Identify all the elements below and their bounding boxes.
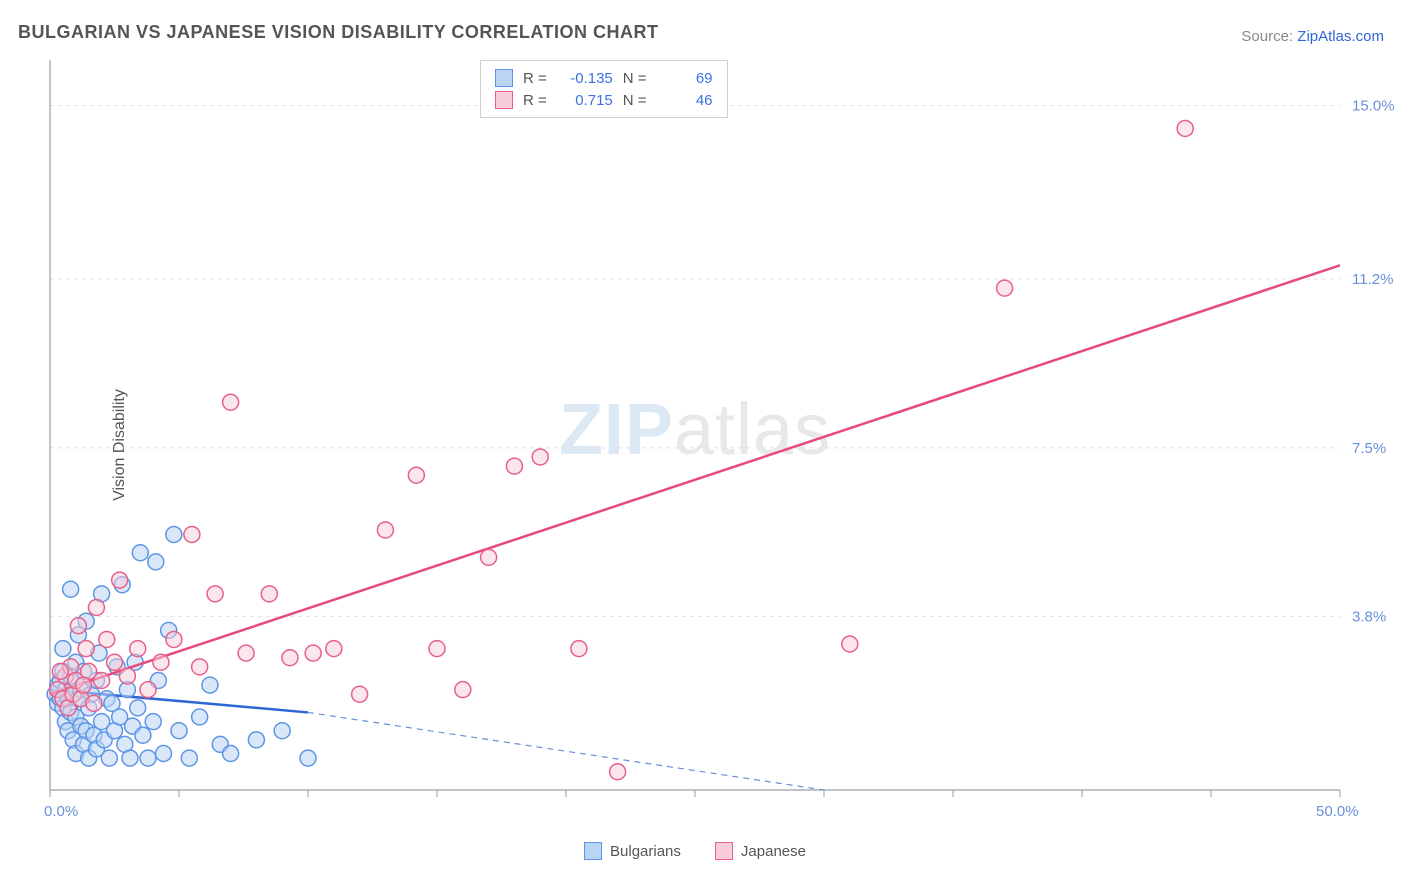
legend-label: Bulgarians bbox=[610, 843, 681, 860]
svg-text:3.8%: 3.8% bbox=[1352, 609, 1386, 626]
r-value-bulgarians: -0.135 bbox=[557, 70, 613, 87]
svg-text:15.0%: 15.0% bbox=[1352, 98, 1395, 115]
legend-item-bulgarians: Bulgarians bbox=[584, 842, 681, 860]
svg-text:7.5%: 7.5% bbox=[1352, 440, 1386, 457]
chart-plot-area: Vision Disability ZIPatlas 3.8%7.5%11.2%… bbox=[50, 60, 1340, 830]
legend-row-japanese: R = 0.715 N = 46 bbox=[495, 89, 713, 111]
svg-text:11.2%: 11.2% bbox=[1352, 271, 1393, 288]
swatch-bulgarians bbox=[584, 842, 602, 860]
series-legend: Bulgarians Japanese bbox=[584, 842, 806, 860]
source-credit: Source: ZipAtlas.com bbox=[1241, 28, 1384, 45]
chart-title: BULGARIAN VS JAPANESE VISION DISABILITY … bbox=[18, 22, 659, 43]
source-prefix: Source: bbox=[1241, 28, 1297, 45]
source-link[interactable]: ZipAtlas.com bbox=[1297, 28, 1384, 45]
legend-item-japanese: Japanese bbox=[715, 842, 806, 860]
legend-label: Japanese bbox=[741, 843, 806, 860]
n-value-japanese: 46 bbox=[657, 92, 713, 109]
svg-text:0.0%: 0.0% bbox=[44, 803, 78, 820]
r-label: R = bbox=[523, 92, 547, 109]
svg-text:50.0%: 50.0% bbox=[1316, 803, 1359, 820]
n-label: N = bbox=[623, 92, 647, 109]
r-label: R = bbox=[523, 70, 547, 87]
r-value-japanese: 0.715 bbox=[557, 92, 613, 109]
legend-row-bulgarians: R = -0.135 N = 69 bbox=[495, 67, 713, 89]
swatch-bulgarians bbox=[495, 69, 513, 87]
correlation-legend: R = -0.135 N = 69 R = 0.715 N = 46 bbox=[480, 60, 728, 118]
chart-svg: 3.8%7.5%11.2%15.0%0.0%50.0% bbox=[50, 60, 1340, 830]
swatch-japanese bbox=[495, 91, 513, 109]
n-value-bulgarians: 69 bbox=[657, 70, 713, 87]
swatch-japanese bbox=[715, 842, 733, 860]
n-label: N = bbox=[623, 70, 647, 87]
